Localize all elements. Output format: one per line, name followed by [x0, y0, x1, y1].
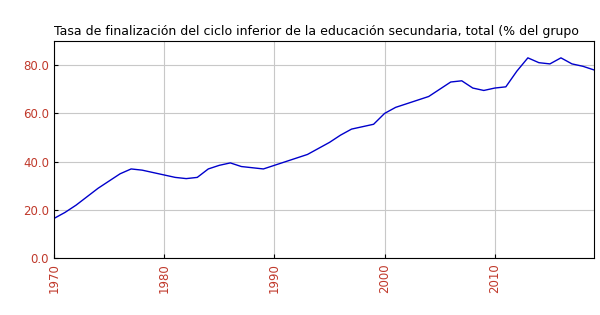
Text: Tasa de finalización del ciclo inferior de la educación secundaria, total (% del: Tasa de finalización del ciclo inferior … — [54, 26, 579, 38]
